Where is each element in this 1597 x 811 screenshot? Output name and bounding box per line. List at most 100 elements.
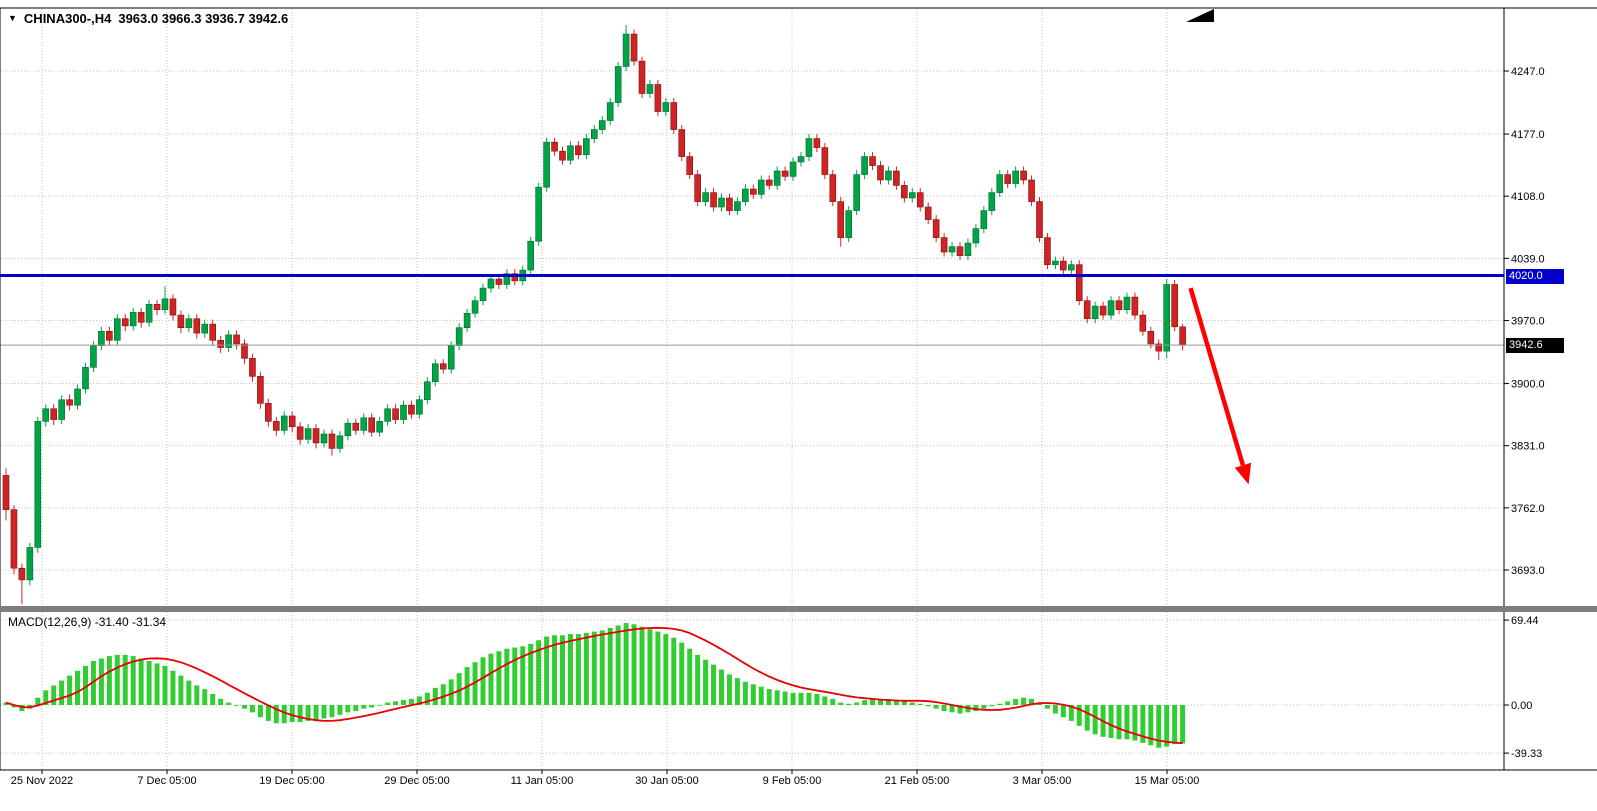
candle-body <box>646 84 654 94</box>
macd-histogram-bar <box>719 669 724 705</box>
candle-body <box>50 408 58 420</box>
candle-body <box>233 334 240 345</box>
macd-histogram-bar <box>846 703 852 705</box>
macd-histogram-bar <box>520 646 526 705</box>
candle-body <box>193 318 201 334</box>
candle-body <box>384 408 391 422</box>
macd-histogram-bar <box>583 632 589 705</box>
macd-histogram-bar <box>575 634 581 705</box>
candle-body <box>1004 174 1012 184</box>
candle-body <box>145 303 153 323</box>
macd-histogram-bar <box>19 705 25 712</box>
macd-axis-label: 69.44 <box>1511 615 1539 627</box>
macd-histogram-bar <box>647 629 653 705</box>
candle-body <box>702 192 709 202</box>
macd-histogram-bar <box>43 690 49 705</box>
macd-histogram-bar <box>345 705 351 713</box>
candle-body <box>344 422 352 437</box>
macd-histogram-bar <box>655 631 661 705</box>
macd-histogram-bar <box>806 692 812 705</box>
macd-histogram-bar <box>997 703 1003 705</box>
macd-histogram-bar <box>512 647 518 705</box>
macd-histogram-bar <box>329 705 335 718</box>
candle-body <box>161 298 169 310</box>
macd-histogram-bar <box>432 687 438 705</box>
macd-axis-label: 0.00 <box>1511 700 1532 712</box>
candle-body <box>352 422 360 431</box>
macd-histogram-bar <box>909 702 915 705</box>
macd-histogram-bar <box>607 627 613 705</box>
macd-histogram-bar <box>758 686 764 705</box>
macd-histogram-bar <box>1084 705 1090 731</box>
macd-histogram-bar <box>750 684 756 705</box>
candle-body <box>893 170 900 186</box>
macd-histogram-bar <box>313 705 319 720</box>
candle-body <box>988 192 996 211</box>
macd-histogram-bar <box>591 631 597 705</box>
candle-body <box>296 426 304 440</box>
macd-histogram-bar <box>615 625 621 705</box>
trend-arrow-line[interactable] <box>1188 287 1246 466</box>
candle-body <box>559 150 566 161</box>
chart-title: ▼ CHINA300-,H4 3963.0 3966.3 3936.7 3942… <box>8 11 288 26</box>
macd-histogram-bar <box>1132 705 1138 741</box>
candle-body <box>312 428 320 444</box>
candle-body <box>129 312 137 327</box>
candle-body <box>471 300 479 314</box>
one-click-trading-toggle-icon[interactable]: ▼ <box>8 13 17 23</box>
macd-histogram-bar <box>337 705 343 715</box>
macd-histogram-bar <box>130 656 136 705</box>
macd-histogram-bar <box>552 635 558 705</box>
macd-histogram-bar <box>456 673 462 705</box>
candle-body <box>1020 170 1027 181</box>
macd-histogram-bar <box>210 693 216 705</box>
price-axis-label: 4039.0 <box>1511 253 1545 265</box>
candle-body <box>10 509 18 569</box>
macd-histogram-bar <box>353 705 359 712</box>
macd-histogram-bar <box>281 705 287 724</box>
candle-body <box>495 278 503 285</box>
macd-histogram-bar <box>695 654 701 705</box>
price-axis-label: 3900.0 <box>1511 379 1545 391</box>
candle-body <box>885 170 892 181</box>
macd-histogram-bar <box>138 658 144 705</box>
chart-shift-marker-icon[interactable] <box>1186 9 1214 22</box>
candle-body <box>654 84 662 112</box>
candle-body <box>757 179 765 195</box>
trend-arrow-head[interactable] <box>1234 462 1252 485</box>
candle-body <box>821 147 829 175</box>
candle-body <box>1171 284 1178 328</box>
macd-histogram-bar <box>766 689 772 705</box>
macd-histogram-bar <box>790 692 796 705</box>
candle-body <box>1147 331 1155 345</box>
macd-histogram-bar <box>321 705 327 719</box>
macd-histogram-bar <box>98 658 104 705</box>
candle-body <box>980 210 988 229</box>
macd-histogram-bar <box>838 702 844 705</box>
candle-body <box>551 141 558 152</box>
macd-histogram-bar <box>798 692 804 705</box>
macd-histogram-bar <box>560 635 565 705</box>
macd-histogram-bar <box>989 705 995 707</box>
candle-body <box>901 185 908 199</box>
macd-histogram-bar <box>981 705 987 709</box>
macd-histogram-bar <box>862 700 868 705</box>
candle-body <box>1179 326 1186 346</box>
candle-body <box>257 376 264 404</box>
candle-body <box>90 345 97 368</box>
macd-histogram-bar <box>933 705 939 709</box>
candle-body <box>201 323 209 334</box>
candle-body <box>74 388 81 406</box>
price-axis-label: 4177.0 <box>1511 129 1545 141</box>
macd-histogram-bar <box>448 679 454 705</box>
macd-histogram-bar <box>154 663 160 705</box>
macd-histogram-bar <box>734 678 740 705</box>
candle-body <box>694 174 701 202</box>
macd-histogram-bar <box>90 660 96 705</box>
candle-body <box>964 242 972 256</box>
candle-body <box>1107 300 1115 316</box>
candle-body <box>932 219 940 238</box>
panel-splitter[interactable] <box>0 606 1597 612</box>
